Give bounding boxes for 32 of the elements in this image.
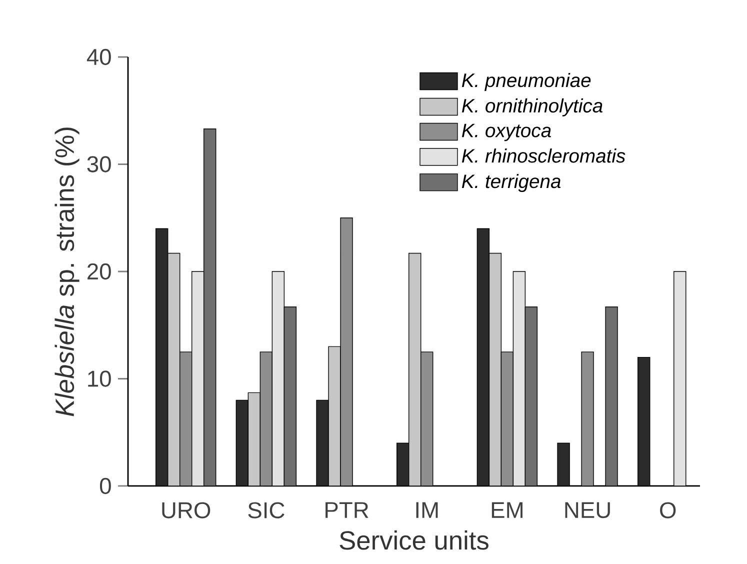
legend-label: K. oxytoca xyxy=(462,124,551,142)
bar xyxy=(167,252,180,486)
y-tick-label: 20 xyxy=(88,263,111,280)
bar xyxy=(605,306,618,486)
x-tick-label: PTR xyxy=(326,502,368,518)
x-tick-label: URO xyxy=(162,502,210,518)
x-tick-label: O xyxy=(660,502,676,518)
y-tick-label: 30 xyxy=(87,156,111,172)
bar xyxy=(191,271,204,486)
x-tick-label: EM xyxy=(492,502,522,518)
x-tick-label: IM xyxy=(416,502,438,518)
legend-label: K. rhinoscleromatis xyxy=(462,148,626,163)
bar xyxy=(512,271,526,486)
y-tick-label: 40 xyxy=(86,48,111,66)
legend-label: K. pneumoniae xyxy=(462,72,591,91)
y-axis-title: Klebsiella sp. strains (%) xyxy=(54,128,80,416)
legend-label: K. ornithinolytica xyxy=(462,98,602,116)
bar xyxy=(674,271,686,486)
bar xyxy=(203,128,216,486)
bar xyxy=(328,346,341,486)
bar xyxy=(248,392,261,486)
x-axis-title: Service units xyxy=(340,530,488,550)
bar xyxy=(284,306,297,486)
bar xyxy=(488,252,502,486)
bar xyxy=(272,271,285,486)
legend-label: K. terrigena xyxy=(462,174,561,192)
x-tick-label: SIC xyxy=(248,502,284,518)
y-tick-label: 10 xyxy=(88,370,111,387)
bar xyxy=(524,306,538,486)
x-tick-label: NEU xyxy=(565,502,610,518)
y-tick-label: 0 xyxy=(100,478,111,494)
bar xyxy=(408,252,422,486)
